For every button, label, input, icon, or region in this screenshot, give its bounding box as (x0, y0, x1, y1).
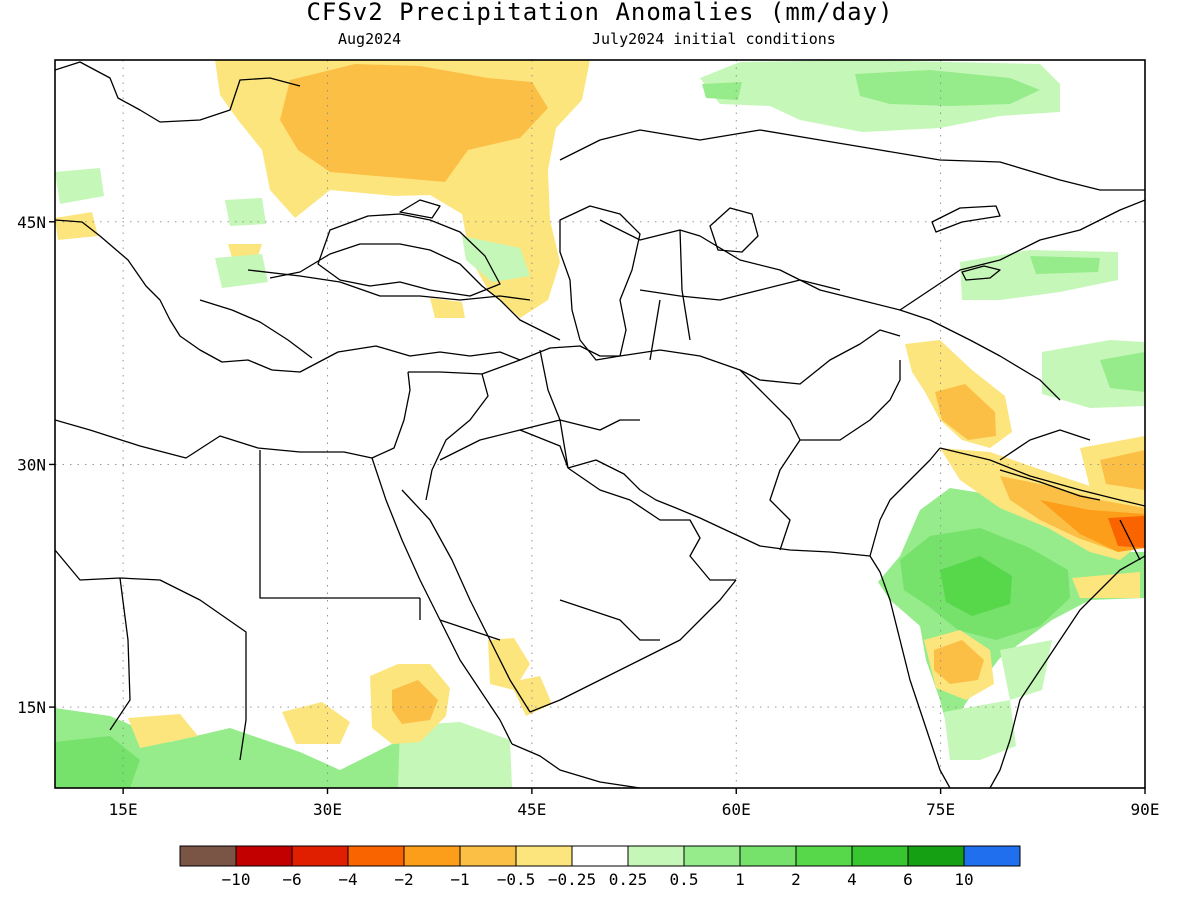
colorbar-swatch (739, 845, 797, 867)
colorbar-label: 1 (735, 870, 745, 889)
anomaly-shading (55, 60, 1145, 788)
colorbar-label: −4 (338, 870, 357, 889)
dry-core-ukraine (280, 64, 548, 182)
colorbar-swatch (459, 845, 517, 867)
colorbar-swatch (627, 845, 685, 867)
lon-tick-label: 30E (313, 800, 342, 819)
lon-tick-label: 45E (517, 800, 546, 819)
wet-region-sahel-west (55, 736, 140, 788)
dry-region-caucasus (430, 298, 465, 318)
colorbar-swatch (851, 845, 909, 867)
wet-core-tianshan (1030, 256, 1100, 274)
colorbar-label: 2 (791, 870, 801, 889)
figure-subtitle-right: July2024 initial conditions (592, 30, 836, 48)
colorbar-label: 6 (903, 870, 913, 889)
colorbar-swatch (907, 845, 965, 867)
colorbar (179, 845, 1021, 867)
lat-tick-label: 15N (17, 698, 46, 717)
wet-region-siberia-w (702, 82, 742, 100)
latitude-axis: 15N 30N 45N (17, 213, 55, 717)
colorbar-label: −10 (222, 870, 251, 889)
wet-region-sahel (55, 708, 504, 788)
dry-core-kashmir (935, 384, 996, 440)
dry-core-ethiopia (392, 680, 438, 724)
lon-tick-label: 90E (1131, 800, 1160, 819)
wet-region-south-india (944, 700, 1016, 760)
colorbar-label: −0.25 (548, 870, 596, 889)
colorbar-label: −2 (394, 870, 413, 889)
lon-tick-label: 60E (722, 800, 751, 819)
dry-region-balkans (55, 212, 98, 240)
country-borders (55, 61, 1145, 788)
wet-core-tibet (1100, 352, 1145, 392)
colorbar-label: −0.5 (497, 870, 536, 889)
lat-tick-label: 30N (17, 455, 46, 474)
wet-region-europe-w (55, 168, 104, 204)
colorbar-label: −1 (450, 870, 469, 889)
dry-region-yemen (510, 676, 552, 716)
dry-region-yemen-w (488, 638, 530, 690)
colorbar-swatch (235, 845, 293, 867)
colorbar-swatch (963, 845, 1021, 867)
wet-region-caspian (462, 236, 530, 282)
longitude-axis: 15E 30E 45E 60E 75E 90E (109, 788, 1160, 819)
colorbar-swatch (347, 845, 405, 867)
lon-tick-label: 15E (109, 800, 138, 819)
wet-region-balkans-south (215, 254, 268, 288)
colorbar-swatch (291, 845, 349, 867)
colorbar-swatch (683, 845, 741, 867)
colorbar-swatch (571, 845, 629, 867)
colorbar-swatch (515, 845, 573, 867)
dry-region-burma (1072, 572, 1140, 598)
wet-region-india-east-coast (1000, 640, 1052, 700)
colorbar-label: 4 (847, 870, 857, 889)
dry-core-deccan (934, 640, 984, 684)
lon-tick-label: 75E (926, 800, 955, 819)
colorbar-label: 0.25 (609, 870, 648, 889)
colorbar-swatch (179, 845, 237, 867)
wet-region-carpathians (225, 198, 266, 226)
wet-max-central-india (940, 556, 1012, 616)
dry-core-nepal-ne (1100, 450, 1145, 490)
lat-tick-label: 45N (17, 213, 46, 232)
dry-region-sudan-w (128, 714, 198, 748)
colorbar-label: −6 (282, 870, 301, 889)
figure-title: CFSv2 Precipitation Anomalies (mm/day) (306, 0, 894, 26)
dry-region-chad (282, 702, 350, 744)
colorbar-label: 10 (954, 870, 973, 889)
colorbar-swatch (403, 845, 461, 867)
colorbar-label: 0.5 (670, 870, 699, 889)
colorbar-swatch (795, 845, 853, 867)
wet-core-siberia (855, 70, 1040, 106)
wet-region-sahel-east (398, 722, 512, 788)
colorbar-labels: −10 −6 −4 −2 −1 −0.5 −0.25 0.25 0.5 1 2 4 6 10 (222, 870, 974, 889)
figure-subtitle-left: Aug2024 (338, 30, 402, 48)
plot-frame (54, 59, 1146, 789)
